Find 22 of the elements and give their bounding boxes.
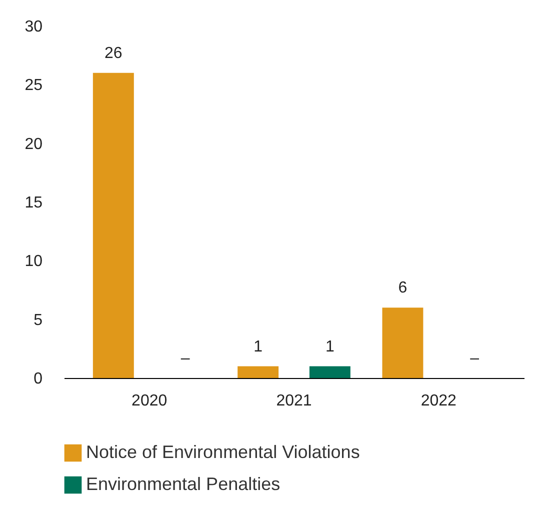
- bar: [92, 72, 134, 378]
- y-tick-label: 5: [34, 312, 43, 329]
- data-label: 6: [398, 280, 408, 297]
- bar: [238, 366, 279, 378]
- y-tick-label: 10: [24, 253, 43, 270]
- data-label: 26: [104, 44, 122, 62]
- text: –: [180, 350, 190, 367]
- y-tick-label: 25: [24, 77, 43, 94]
- y-tick-label: 0: [34, 370, 43, 388]
- y-tick-label: 30: [24, 18, 43, 36]
- x-tick-label: 2022: [420, 392, 457, 410]
- legend-label: Notice of Environmental Violations: [86, 442, 360, 462]
- legend-label: Environmental Penalties: [86, 474, 280, 494]
- y-tick-label: 20: [24, 136, 43, 153]
- bar: [309, 366, 350, 378]
- y-tick-label: 15: [24, 194, 43, 212]
- data-label: 1: [325, 338, 334, 356]
- data-label: 1: [254, 338, 263, 356]
- bar: [382, 308, 424, 378]
- text: –: [470, 350, 480, 367]
- x-tick-label: 2021: [276, 392, 312, 410]
- x-tick-label: 2020: [132, 392, 168, 410]
